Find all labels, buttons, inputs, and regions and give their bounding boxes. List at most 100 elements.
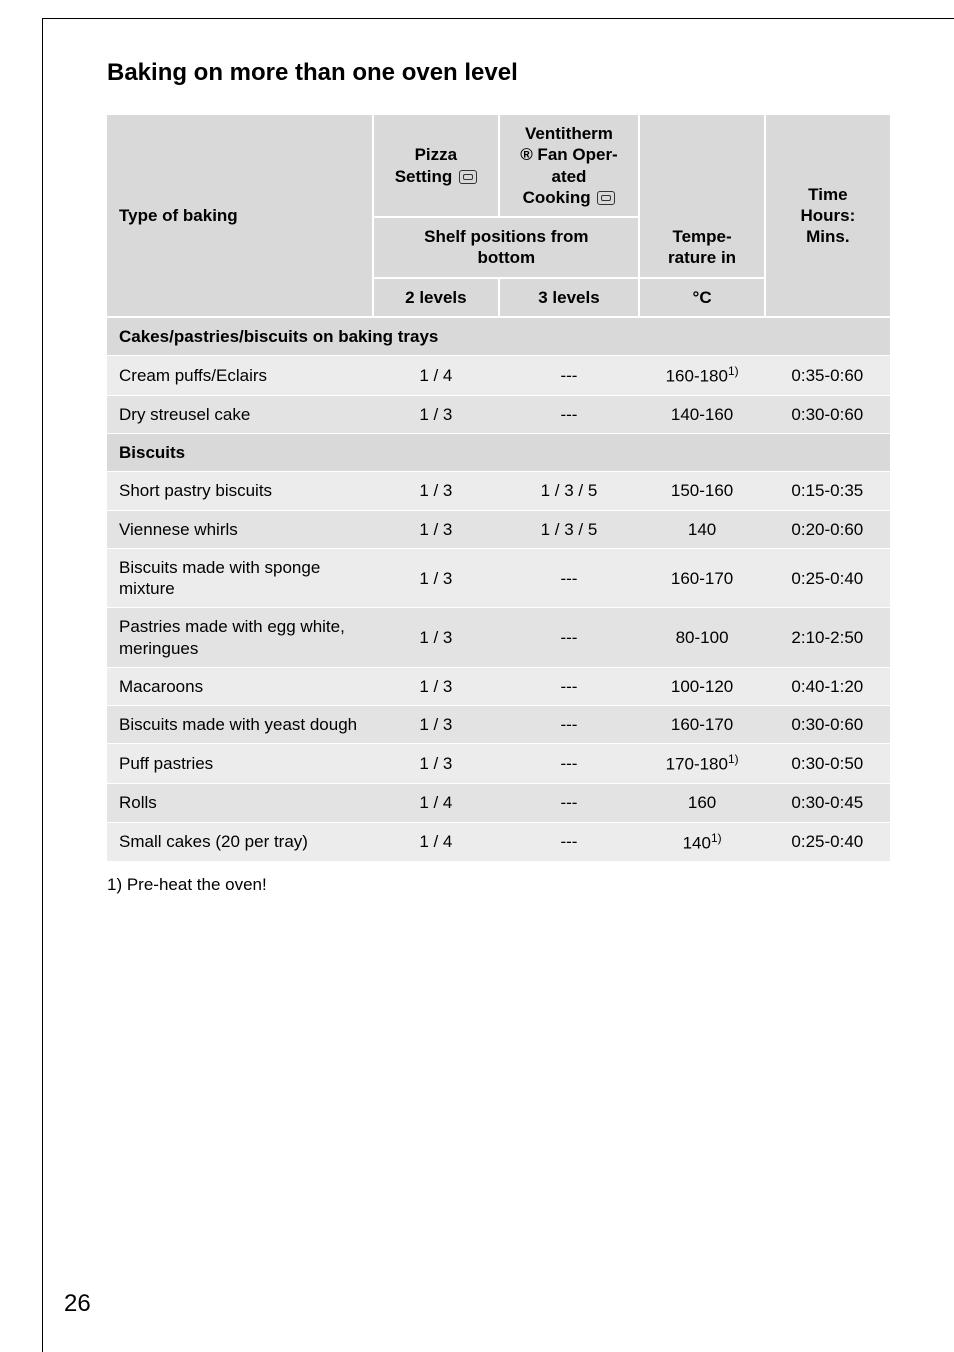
cell-lv3: --- xyxy=(499,667,640,705)
table-row: Puff pastries 1 / 3 --- 170-1801) 0:30-0… xyxy=(107,744,890,784)
cell-lv2: 1 / 3 xyxy=(373,472,498,510)
fan-cooking-icon xyxy=(597,191,615,205)
cell-name: Biscuits made with yeast dough xyxy=(107,706,373,744)
cell-lv3: --- xyxy=(499,395,640,433)
cell-name: Short pastry biscuits xyxy=(107,472,373,510)
cell-time: 0:30-0:50 xyxy=(765,744,890,784)
cell-time: 0:30-0:60 xyxy=(765,395,890,433)
section-row: Cakes/pastries/biscuits on baking trays xyxy=(107,317,890,356)
table-body: Cakes/pastries/biscuits on baking trays … xyxy=(107,317,890,862)
footnote: 1) Pre-heat the oven! xyxy=(107,875,890,895)
table-header: Type of baking Pizza Setting Ventitherm … xyxy=(107,115,890,317)
table-row: Cream puffs/Eclairs 1 / 4 --- 160-1801) … xyxy=(107,356,890,396)
cell-lv2: 1 / 3 xyxy=(373,548,498,608)
cell-name: Biscuits made with sponge mixture xyxy=(107,548,373,608)
cell-temp: 1401) xyxy=(639,822,764,861)
cell-lv2: 1 / 4 xyxy=(373,356,498,396)
cell-lv3: 1 / 3 / 5 xyxy=(499,510,640,548)
section-label: Biscuits xyxy=(107,434,890,472)
cell-name: Small cakes (20 per tray) xyxy=(107,822,373,861)
col-3levels: 3 levels xyxy=(499,278,640,317)
cell-temp: 160-1801) xyxy=(639,356,764,396)
cell-lv3: --- xyxy=(499,608,640,668)
page-heading: Baking on more than one oven level xyxy=(107,59,890,87)
cell-name: Viennese whirls xyxy=(107,510,373,548)
col-type-label: Type of baking xyxy=(119,206,238,225)
col-temp-unit: °C xyxy=(639,278,764,317)
cell-time: 0:25-0:40 xyxy=(765,548,890,608)
baking-table: Type of baking Pizza Setting Ventitherm … xyxy=(107,115,890,861)
cell-lv3: --- xyxy=(499,784,640,822)
pizza-setting-icon xyxy=(459,170,477,184)
cell-temp: 140 xyxy=(639,510,764,548)
venti-l1: Ventitherm xyxy=(525,124,613,143)
section-row: Biscuits xyxy=(107,434,890,472)
setting-word: Setting xyxy=(395,167,453,186)
cell-temp: 160 xyxy=(639,784,764,822)
cell-time: 0:35-0:60 xyxy=(765,356,890,396)
cell-lv3: --- xyxy=(499,706,640,744)
shelf-l2: bottom xyxy=(478,248,536,267)
table-row: Viennese whirls 1 / 3 1 / 3 / 5 140 0:20… xyxy=(107,510,890,548)
cell-lv3: --- xyxy=(499,822,640,861)
time-l1: Time xyxy=(808,185,847,204)
pizza-word: Pizza xyxy=(415,145,458,164)
venti-l4: Cooking xyxy=(523,188,591,207)
cell-name: Dry streusel cake xyxy=(107,395,373,433)
cell-lv2: 1 / 3 xyxy=(373,510,498,548)
cell-temp: 80-100 xyxy=(639,608,764,668)
venti-l3: ated xyxy=(551,167,586,186)
table-row: Biscuits made with yeast dough 1 / 3 ---… xyxy=(107,706,890,744)
cell-lv3: --- xyxy=(499,356,640,396)
cell-time: 0:30-0:45 xyxy=(765,784,890,822)
temp-l1: Tempe- xyxy=(672,227,731,246)
col-shelf: Shelf positions from bottom xyxy=(373,217,639,278)
col-ventitherm: Ventitherm ® Fan Oper- ated Cooking xyxy=(499,115,640,217)
cell-name: Rolls xyxy=(107,784,373,822)
cell-time: 0:25-0:40 xyxy=(765,822,890,861)
cell-lv2: 1 / 4 xyxy=(373,822,498,861)
cell-time: 0:15-0:35 xyxy=(765,472,890,510)
cell-temp: 150-160 xyxy=(639,472,764,510)
venti-l2: ® Fan Oper- xyxy=(520,145,618,164)
section-label: Cakes/pastries/biscuits on baking trays xyxy=(107,317,890,356)
cell-name: Pastries made with egg white, meringues xyxy=(107,608,373,668)
col-pizza: Pizza Setting xyxy=(373,115,498,217)
cell-temp: 170-1801) xyxy=(639,744,764,784)
cell-time: 0:30-0:60 xyxy=(765,706,890,744)
table-row: Pastries made with egg white, meringues … xyxy=(107,608,890,668)
table-row: Small cakes (20 per tray) 1 / 4 --- 1401… xyxy=(107,822,890,861)
cell-lv2: 1 / 3 xyxy=(373,608,498,668)
cell-time: 0:40-1:20 xyxy=(765,667,890,705)
table-row: Rolls 1 / 4 --- 160 0:30-0:45 xyxy=(107,784,890,822)
cell-temp: 140-160 xyxy=(639,395,764,433)
table-row: Dry streusel cake 1 / 3 --- 140-160 0:30… xyxy=(107,395,890,433)
time-l3: Mins. xyxy=(806,227,849,246)
cell-name: Cream puffs/Eclairs xyxy=(107,356,373,396)
cell-lv2: 1 / 3 xyxy=(373,706,498,744)
col-time: Time Hours: Mins. xyxy=(765,115,890,317)
col-temp: Tempe- rature in xyxy=(639,115,764,278)
cell-lv2: 1 / 4 xyxy=(373,784,498,822)
cell-temp: 160-170 xyxy=(639,548,764,608)
shelf-l1: Shelf positions from xyxy=(424,227,588,246)
cell-temp: 160-170 xyxy=(639,706,764,744)
cell-lv3: --- xyxy=(499,548,640,608)
cell-name: Puff pastries xyxy=(107,744,373,784)
cell-time: 0:20-0:60 xyxy=(765,510,890,548)
temp-l2: rature in xyxy=(668,248,736,267)
cell-lv2: 1 / 3 xyxy=(373,744,498,784)
cell-temp: 100-120 xyxy=(639,667,764,705)
table-row: Macaroons 1 / 3 --- 100-120 0:40-1:20 xyxy=(107,667,890,705)
cell-lv3: 1 / 3 / 5 xyxy=(499,472,640,510)
cell-name: Macaroons xyxy=(107,667,373,705)
time-l2: Hours: xyxy=(800,206,855,225)
table-row: Short pastry biscuits 1 / 3 1 / 3 / 5 15… xyxy=(107,472,890,510)
table-row: Biscuits made with sponge mixture 1 / 3 … xyxy=(107,548,890,608)
cell-time: 2:10-2:50 xyxy=(765,608,890,668)
col-type: Type of baking xyxy=(107,115,373,317)
cell-lv2: 1 / 3 xyxy=(373,667,498,705)
cell-lv3: --- xyxy=(499,744,640,784)
cell-lv2: 1 / 3 xyxy=(373,395,498,433)
col-2levels: 2 levels xyxy=(373,278,498,317)
